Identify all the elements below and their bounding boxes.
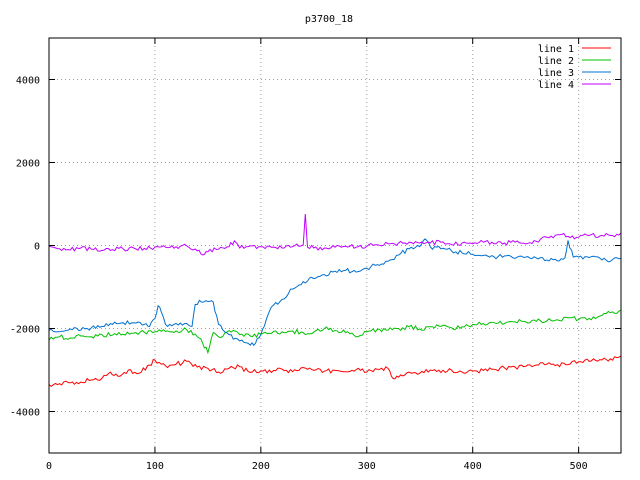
x-tick-label: 500 xyxy=(570,461,588,472)
x-tick-label: 0 xyxy=(46,461,52,472)
series-line-2 xyxy=(48,309,622,355)
y-tick-label: 0 xyxy=(34,242,40,253)
y-tick-label: 2000 xyxy=(16,159,40,170)
y-tick-label: -4000 xyxy=(10,408,40,419)
series-line-1 xyxy=(48,355,622,388)
x-tick-label: 100 xyxy=(146,461,164,472)
y-tick-label: 4000 xyxy=(16,76,40,87)
legend-label: line 3 xyxy=(538,68,574,79)
x-tick-label: 200 xyxy=(252,461,270,472)
legend-label: line 2 xyxy=(538,56,574,67)
legend-label: line 4 xyxy=(538,80,574,91)
grid-lines xyxy=(49,38,621,453)
axis-ticks: 0 100 200 300 400 500 -4000 -2000 0 2000 4000 xyxy=(10,38,621,472)
series-layer xyxy=(48,213,622,388)
series-line-4 xyxy=(48,213,622,256)
chart-title: p3700_18 xyxy=(305,14,353,25)
plot-frame xyxy=(48,37,622,454)
legend-label: line 1 xyxy=(538,44,574,55)
series-line-3 xyxy=(48,238,622,347)
x-tick-label: 300 xyxy=(358,461,376,472)
x-tick-label: 400 xyxy=(464,461,482,472)
y-tick-label: -2000 xyxy=(10,325,40,336)
